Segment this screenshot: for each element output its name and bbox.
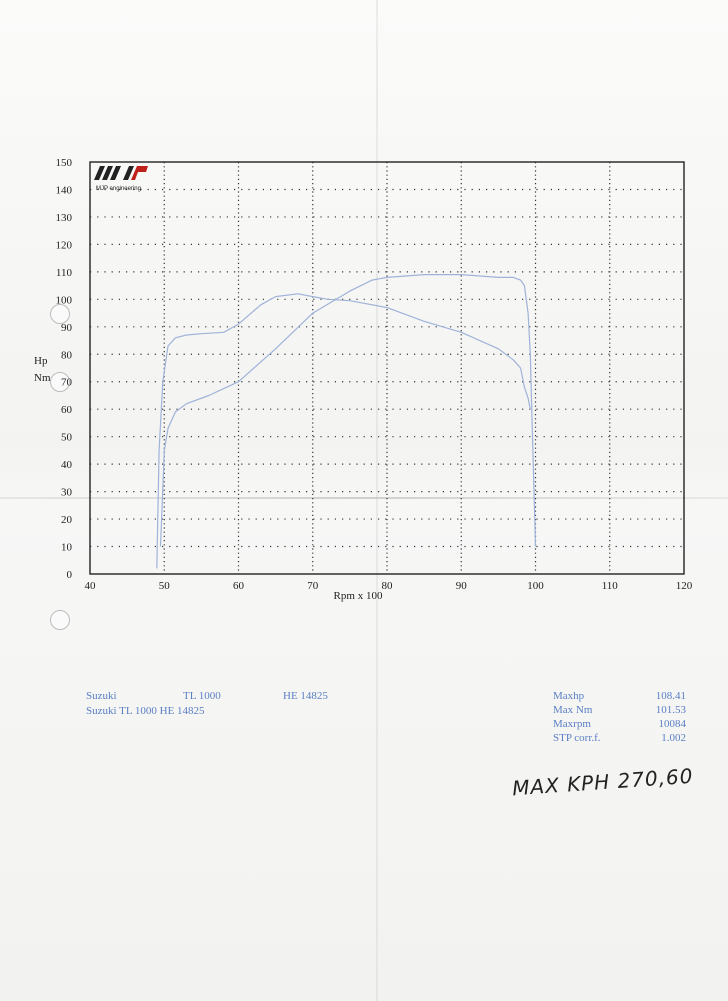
x-tick-label: 50: [159, 580, 171, 592]
info-model: TL 1000: [183, 690, 221, 702]
x-axis-label: Rpm x 100: [334, 590, 383, 602]
y-tick-label: 100: [56, 294, 73, 306]
y-tick-label: 40: [61, 459, 73, 471]
y-tick-label: 110: [56, 267, 73, 279]
y-tick-label: 150: [56, 157, 73, 169]
y-tick-label: 130: [56, 212, 73, 224]
punch-hole-top: [50, 304, 70, 324]
stat-maxhp-value: 108.41: [655, 690, 686, 702]
y-tick-label: 140: [56, 184, 73, 196]
x-tick-label: 90: [456, 580, 468, 592]
y-tick-label: 60: [61, 404, 73, 416]
info-description: Suzuki TL 1000 HE 14825: [86, 705, 205, 717]
y-tick-label: 0: [67, 569, 73, 581]
info-make: Suzuki: [86, 690, 117, 702]
y-tick-label: 120: [56, 239, 73, 251]
y-axis-label-nm: Nm: [34, 372, 51, 384]
x-tick-label: 70: [307, 580, 319, 592]
y-tick-label: 30: [61, 487, 73, 499]
stat-maxhp-label: Maxhp: [553, 690, 585, 702]
x-axis: 40 50 60 70 80 90 100 110 120: [85, 580, 693, 592]
stat-maxnm-label: Max Nm: [553, 704, 593, 716]
x-tick-label: 80: [382, 580, 394, 592]
x-tick-label: 120: [676, 580, 693, 592]
plot-frame: [89, 161, 685, 575]
x-tick-label: 40: [85, 580, 97, 592]
x-tick-label: 110: [602, 580, 619, 592]
y-tick-label: 50: [61, 432, 73, 444]
stat-maxrpm-value: 10084: [658, 718, 687, 730]
y-tick-label: 80: [61, 349, 73, 361]
stat-maxrpm-label: Maxrpm: [553, 718, 591, 730]
y-tick-label: 20: [61, 514, 73, 526]
y-tick-label: 10: [61, 542, 73, 554]
info-id: HE 14825: [283, 690, 328, 702]
chart-series: [156, 274, 537, 569]
series-line-1: [156, 293, 531, 569]
stat-corr-label: STP corr.f.: [553, 732, 601, 744]
mjp-logo: MJP engineering: [94, 166, 148, 192]
paper-fold-horizontal: [0, 497, 728, 499]
stat-corr-value: 1.002: [661, 732, 686, 744]
paper-fold-vertical: [376, 0, 378, 1001]
y-tick-label: 70: [61, 377, 73, 389]
series-line-2: [159, 274, 537, 547]
x-tick-label: 100: [527, 580, 544, 592]
punch-hole-upper: [50, 372, 70, 392]
stat-maxnm-value: 101.53: [655, 704, 686, 716]
chart-grid: [90, 162, 684, 574]
x-tick-label: 60: [233, 580, 245, 592]
y-tick-label: 90: [61, 322, 73, 334]
y-axis: 0 10 20 30 40 50 60 70 80 90 100 110 120 130 140 150: [56, 157, 73, 581]
punch-hole-lower: [50, 610, 70, 630]
y-axis-label-hp: Hp: [34, 355, 48, 367]
logo-text: MJP engineering: [96, 186, 141, 192]
